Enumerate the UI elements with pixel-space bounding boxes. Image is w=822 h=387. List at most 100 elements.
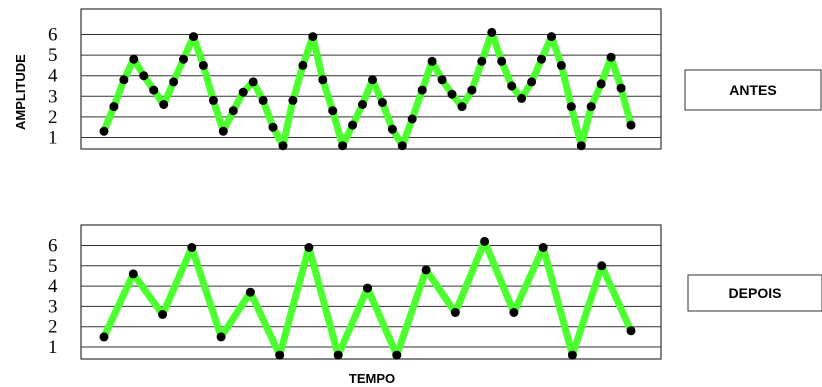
data-point [99,126,109,136]
data-point [377,98,387,107]
data-point [288,95,298,105]
y-tick-label: 1 [48,337,58,358]
data-point [368,75,377,85]
data-point [308,32,318,42]
y-tick-label: 2 [48,317,58,338]
data-point [527,77,537,87]
data-point [616,83,626,93]
y-tick-label: 4 [48,66,58,87]
data-point [119,75,129,85]
data-point [509,308,519,317]
data-point [477,56,487,66]
y-tick-label: 1 [48,128,58,149]
data-point [216,332,226,342]
data-point [304,243,314,252]
data-point [538,243,548,252]
data-point [258,95,268,105]
data-point [626,120,636,130]
data-point [238,87,248,97]
data-point [427,56,437,66]
data-point [407,114,417,124]
panel-label: DEPOIS [729,285,782,301]
data-point [198,60,208,70]
data-point [159,100,169,109]
data-point [480,236,490,246]
data-point [567,350,577,360]
data-point [179,54,188,64]
data-point [348,120,358,130]
data-point [129,54,139,64]
data-point [387,124,397,134]
y-tick-label: 3 [48,86,58,107]
plot-frame [80,224,662,360]
data-point [298,60,308,70]
data-point [189,32,198,42]
data-point [99,332,109,342]
data-point [328,106,338,116]
data-point [576,141,586,151]
y-axis-label: AMPLITUDE [13,54,28,130]
data-point [392,350,402,360]
data-point [556,60,566,70]
data-point [208,95,218,105]
data-point [333,350,343,360]
data-point [450,308,460,317]
plot-frame [80,8,662,150]
data-point [447,89,457,99]
data-point [497,56,507,66]
data-point [169,77,179,87]
data-point [158,310,168,319]
data-point [245,287,255,297]
data-point [268,122,278,132]
series-line [100,28,635,150]
data-point [275,350,285,360]
data-point [606,52,616,62]
data-point [537,54,546,64]
data-point [397,141,407,151]
data-point [547,32,556,42]
data-point [228,106,238,116]
data-point [596,79,606,89]
data-point [338,141,348,151]
label-box [687,274,822,312]
data-point [318,75,328,85]
data-point [626,326,636,336]
data-point [109,102,119,112]
data-point [487,27,497,37]
data-point [467,85,477,95]
data-point [363,283,372,293]
data-point [248,77,258,87]
data-point [566,102,576,112]
y-tick-label: 3 [48,296,58,317]
data-point [218,126,228,136]
data-point [507,81,517,91]
data-point [437,75,447,85]
y-tick-label: 5 [48,45,58,66]
y-tick-label: 2 [48,107,58,128]
data-point [597,261,607,271]
label-box [684,69,822,111]
y-tick-label: 6 [48,25,58,46]
series-line [100,237,635,359]
data-point [358,100,367,109]
data-points [99,27,636,151]
data-point [149,85,159,95]
y-tick-label: 6 [48,236,58,257]
data-point [457,102,467,112]
y-tick-label: 5 [48,256,58,277]
data-point [586,102,596,112]
data-point [128,269,138,279]
data-point [517,93,527,103]
panel-label: ANTES [729,82,776,98]
data-points [99,236,636,360]
data-point [278,141,288,151]
y-tick-label: 4 [48,276,58,297]
data-point [139,71,149,81]
x-axis-label: TEMPO [349,371,395,386]
data-point [187,243,197,252]
